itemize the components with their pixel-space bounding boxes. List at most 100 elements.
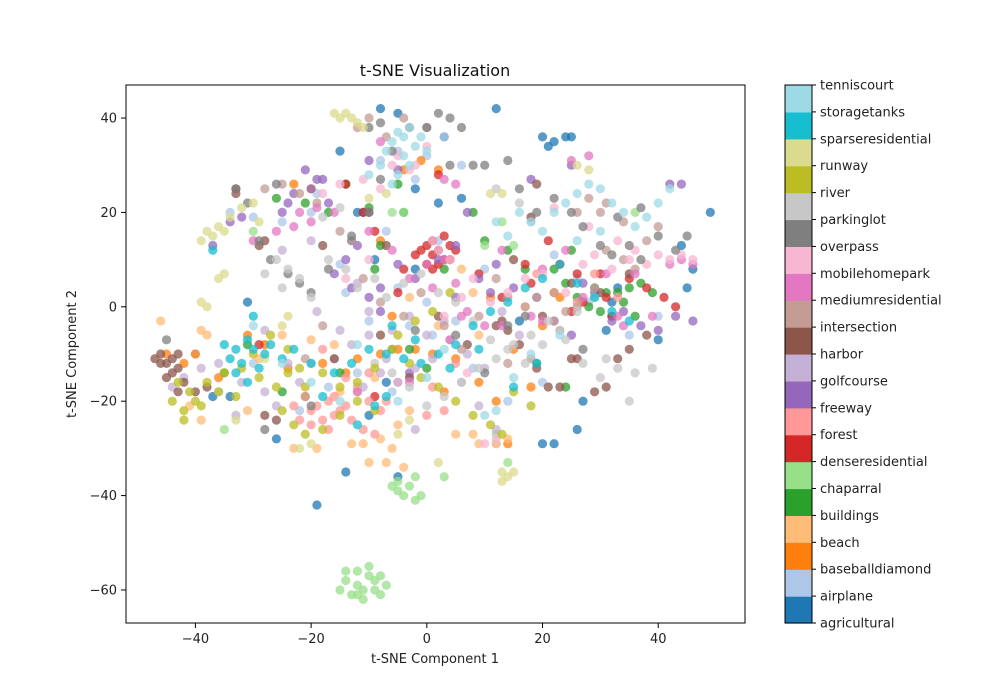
colorbar-segment: [785, 219, 812, 247]
data-point-sparseresidential: [590, 292, 600, 302]
data-point-mediumresidential: [387, 245, 397, 255]
data-point-storagetanks: [410, 141, 420, 151]
data-point-intersection: [295, 188, 305, 199]
data-point-mobilehomepark: [578, 259, 588, 269]
data-point-runway: [295, 443, 305, 453]
data-point-overpass: [347, 231, 357, 241]
data-point-freeway: [364, 155, 374, 166]
colorbar-label: harbor: [820, 348, 864, 363]
data-point-river: [202, 377, 212, 387]
data-point-beach: [347, 439, 357, 449]
data-point-agricultural: [375, 104, 386, 114]
data-point-storagetanks: [393, 396, 403, 406]
x-axis-label: t-SNE Component 1: [371, 652, 499, 667]
data-point-sparseresidential: [225, 354, 235, 364]
data-point-runway: [497, 476, 507, 486]
data-point-river: [526, 401, 536, 411]
data-point-beach: [381, 457, 391, 468]
data-point-beach: [404, 292, 415, 302]
data-point-golfcourse: [312, 306, 322, 317]
data-point-river: [254, 373, 264, 383]
scatter-points: [150, 104, 715, 605]
data-point-parkinglot: [306, 292, 316, 302]
data-point-beach: [404, 406, 415, 416]
data-point-parkinglot: [439, 391, 449, 402]
colorbar-label: intersection: [820, 321, 897, 336]
data-point-beach: [329, 340, 339, 350]
data-point-river: [445, 288, 455, 298]
data-point-river: [295, 363, 305, 373]
data-point-river: [451, 396, 461, 406]
data-point-sparseresidential: [347, 358, 357, 368]
data-point-overpass: [468, 160, 478, 170]
data-point-parkinglot: [630, 368, 640, 378]
data-point-river: [335, 382, 345, 392]
data-point-intersection: [491, 273, 501, 284]
data-point-sparseresidential: [370, 401, 380, 411]
data-point-sparseresidential: [624, 316, 634, 326]
data-point-baseballdiamond: [190, 349, 200, 359]
data-point-storagetanks: [399, 151, 409, 161]
data-point-beach: [358, 439, 368, 449]
data-point-airplane: [364, 316, 374, 326]
data-point-buildings: [404, 344, 415, 354]
data-point-parkinglot: [613, 363, 623, 373]
data-point-storagetanks: [526, 349, 536, 359]
colorbar-segment: [785, 488, 812, 516]
data-point-storagetanks: [306, 377, 316, 387]
data-point-airplane: [439, 132, 449, 142]
data-point-parkinglot: [456, 377, 467, 387]
data-point-golfcourse: [514, 330, 525, 340]
y-tick-label: −60: [90, 583, 117, 598]
data-point-beach: [242, 406, 253, 416]
data-point-harbor: [601, 382, 611, 392]
data-point-overpass: [653, 231, 663, 241]
data-point-sparseresidential: [248, 344, 258, 354]
y-tick-label: −20: [90, 395, 117, 410]
data-point-storagetanks: [503, 231, 513, 241]
data-point-parkinglot: [624, 396, 634, 406]
data-point-river: [318, 368, 328, 378]
data-point-overpass: [636, 255, 646, 265]
data-point-mediumresidential: [271, 226, 281, 236]
data-point-storagetanks: [248, 321, 258, 331]
colorbar-segment: [785, 569, 812, 597]
data-point-runway: [584, 165, 594, 175]
plot-area-frame: [125, 84, 746, 624]
data-point-parkinglot: [318, 212, 328, 222]
data-point-overpass: [636, 203, 646, 213]
data-point-intersection: [364, 113, 374, 123]
data-point-sparseresidential: [532, 358, 542, 368]
y-axis-label: t-SNE Component 2: [65, 290, 80, 418]
colorbar-label: river: [820, 186, 851, 201]
data-point-forest: [370, 429, 380, 439]
data-point-river: [167, 396, 177, 406]
colorbar-segment: [785, 354, 812, 382]
data-point-parkinglot: [595, 373, 606, 383]
data-point-sparseresidential: [410, 335, 420, 345]
colorbar-label: denseresidential: [820, 455, 927, 470]
data-point-river: [266, 330, 276, 340]
data-point-harbor: [173, 363, 183, 373]
data-point-harbor: [555, 382, 565, 392]
data-point-golfcourse: [260, 387, 270, 397]
data-point-chaparral: [352, 580, 362, 590]
data-point-intersection: [520, 302, 530, 312]
data-point-harbor: [260, 410, 270, 420]
data-point-forest: [306, 420, 316, 430]
data-point-agricultural: [549, 439, 559, 449]
data-point-sparseresidential: [468, 321, 478, 331]
data-point-runway: [393, 429, 403, 439]
data-point-denseresidential: [410, 250, 420, 260]
data-point-parkinglot: [422, 401, 432, 411]
data-point-river: [370, 363, 380, 373]
data-point-chaparral: [410, 472, 420, 482]
data-point-mobilehomepark: [520, 273, 530, 284]
data-point-parkinglot: [335, 203, 345, 213]
data-point-parkinglot: [474, 363, 484, 373]
data-point-intersection: [358, 273, 368, 284]
data-point-harbor: [173, 349, 183, 359]
data-point-storagetanks: [595, 184, 606, 194]
data-point-mobilehomepark: [561, 288, 571, 298]
data-point-river: [393, 330, 403, 340]
